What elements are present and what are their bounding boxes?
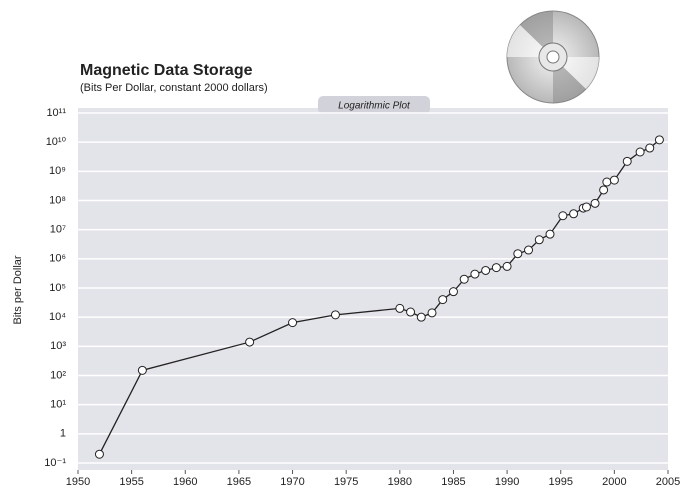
data-point bbox=[525, 246, 533, 254]
data-point bbox=[655, 136, 663, 144]
y-tick-label: 10³ bbox=[50, 340, 66, 352]
data-point bbox=[482, 266, 490, 274]
y-tick-label: 10⁹ bbox=[49, 165, 66, 177]
plot-background bbox=[78, 108, 668, 470]
y-tick-label: 1 bbox=[60, 428, 66, 440]
data-point bbox=[582, 203, 590, 211]
x-tick-label: 1970 bbox=[280, 476, 304, 488]
data-point bbox=[591, 199, 599, 207]
data-point bbox=[559, 212, 567, 220]
y-tick-label: 10² bbox=[50, 369, 66, 381]
data-point bbox=[570, 210, 578, 218]
y-tick-label: 10⁴ bbox=[49, 311, 66, 323]
page: Logarithmic Plot Magnetic Data Storage (… bbox=[0, 0, 682, 492]
data-point bbox=[138, 366, 146, 374]
data-point bbox=[535, 236, 543, 244]
x-tick-label: 1980 bbox=[388, 476, 412, 488]
data-point bbox=[610, 176, 618, 184]
y-tick-label: 10¹ bbox=[50, 399, 66, 411]
y-tick-label: 10⁵ bbox=[49, 282, 66, 294]
y-tick-label: 10⁸ bbox=[49, 194, 66, 206]
data-point bbox=[331, 311, 339, 319]
data-point bbox=[95, 450, 103, 458]
data-point bbox=[623, 157, 631, 165]
data-point bbox=[417, 313, 425, 321]
chart-title: Magnetic Data Storage bbox=[80, 62, 253, 79]
data-point bbox=[503, 262, 511, 270]
chart-subtitle: (Bits Per Dollar, constant 2000 dollars) bbox=[80, 82, 268, 94]
y-tick-label: 10⁻¹ bbox=[44, 457, 66, 469]
y-tick-label: 10¹¹ bbox=[46, 107, 66, 119]
x-tick-label: 2000 bbox=[602, 476, 626, 488]
cd-icon bbox=[507, 11, 599, 103]
data-point bbox=[460, 275, 468, 283]
data-point bbox=[636, 148, 644, 156]
data-point bbox=[396, 304, 404, 312]
data-point bbox=[646, 144, 654, 152]
x-tick-label: 1990 bbox=[495, 476, 519, 488]
data-point bbox=[603, 178, 611, 186]
annotation: Logarithmic Plot bbox=[338, 101, 411, 112]
data-point bbox=[514, 250, 522, 258]
data-point bbox=[492, 264, 500, 272]
chart: Logarithmic Plot Magnetic Data Storage (… bbox=[0, 0, 682, 492]
y-tick-label: 10⁶ bbox=[49, 253, 66, 265]
x-tick-label: 1965 bbox=[227, 476, 251, 488]
x-tick-label: 1985 bbox=[441, 476, 465, 488]
x-tick-label: 1960 bbox=[173, 476, 197, 488]
data-point bbox=[428, 309, 436, 317]
x-tick-label: 1950 bbox=[66, 476, 90, 488]
y-axis-label: Bits per Dollar bbox=[12, 255, 24, 324]
data-point bbox=[246, 338, 254, 346]
y-tick-label: 10¹⁰ bbox=[46, 136, 67, 148]
data-point bbox=[449, 288, 457, 296]
x-tick-label: 2005 bbox=[656, 476, 680, 488]
x-tick-label: 1995 bbox=[548, 476, 572, 488]
data-point bbox=[600, 186, 608, 194]
y-tick-label: 10⁷ bbox=[50, 224, 66, 236]
data-point bbox=[439, 296, 447, 304]
data-point bbox=[546, 230, 554, 238]
data-point bbox=[289, 319, 297, 327]
x-tick-label: 1975 bbox=[334, 476, 358, 488]
data-point bbox=[407, 308, 415, 316]
x-tick-label: 1955 bbox=[119, 476, 143, 488]
data-point bbox=[471, 270, 479, 278]
